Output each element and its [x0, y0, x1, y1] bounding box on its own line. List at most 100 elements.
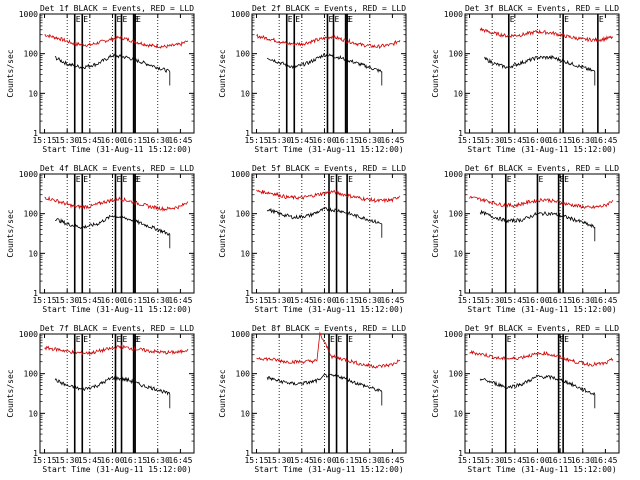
- y-tick-label: 1: [33, 129, 38, 138]
- marker-label: E: [83, 15, 88, 24]
- x-tick-label: 15:15: [32, 296, 56, 305]
- x-tick-label: 15:30: [267, 136, 291, 145]
- x-tick-label: 16:30: [571, 136, 595, 145]
- plot-frame: [39, 173, 195, 294]
- y-tick-label: 10: [453, 89, 463, 98]
- x-tick-label: 15:45: [78, 136, 102, 145]
- marker-label: E: [136, 175, 141, 184]
- marker-label: E: [507, 335, 512, 344]
- x-tick-label: 15:45: [503, 456, 527, 465]
- marker-label: E: [507, 175, 512, 184]
- y-tick-label: 10: [28, 249, 38, 258]
- x-tick-label: 16:30: [146, 296, 170, 305]
- x-tick-label: 15:15: [244, 456, 268, 465]
- x-tick-label: 15:30: [480, 456, 504, 465]
- y-tick-label: 1: [245, 129, 250, 138]
- x-tick-label: 16:30: [571, 296, 595, 305]
- panel-title: Det 3f BLACK = Events, RED = LLD: [465, 4, 619, 13]
- marker-label: E: [123, 15, 128, 24]
- x-tick-label: 16:15: [123, 456, 147, 465]
- x-tick-label: 15:45: [78, 296, 102, 305]
- y-tick-label: 100: [24, 370, 39, 379]
- marker-label: E: [564, 175, 569, 184]
- x-tick-label: 16:15: [335, 456, 359, 465]
- y-tick-label: 1: [33, 449, 38, 458]
- x-tick-label: 16:45: [168, 296, 192, 305]
- x-tick-label: 15:45: [78, 456, 102, 465]
- x-tick-label: 15:30: [55, 136, 79, 145]
- y-tick-label: 1: [245, 449, 250, 458]
- marker-label: E: [348, 335, 353, 344]
- x-tick-label: 15:15: [457, 296, 481, 305]
- marker-label: E: [135, 335, 140, 344]
- y-tick-label: 100: [236, 50, 251, 59]
- lld-series-line: [479, 27, 614, 43]
- x-tick-label: 16:45: [380, 296, 404, 305]
- x-axis-label: Start Time (31-Aug-11 15:12:00): [467, 305, 616, 314]
- panel-title: Det 1f BLACK = Events, RED = LLD: [40, 4, 194, 13]
- plot-frame: [39, 333, 195, 454]
- x-tick-label: 16:00: [100, 296, 124, 305]
- marker-label: E: [599, 15, 604, 24]
- x-tick-label: 16:00: [525, 296, 549, 305]
- y-tick-label: 1000: [19, 170, 38, 179]
- marker-label: E: [330, 335, 335, 344]
- y-tick-label: 1000: [231, 330, 250, 339]
- marker-label: E: [348, 175, 353, 184]
- x-axis-label: Start Time (31-Aug-11 15:12:00): [42, 145, 191, 154]
- lld-series-line: [256, 331, 401, 369]
- x-axis-label: Start Time (31-Aug-11 15:12:00): [467, 465, 616, 474]
- x-tick-label: 15:15: [244, 136, 268, 145]
- y-axis-label: Counts/sec: [6, 369, 15, 417]
- x-tick-label: 16:15: [335, 296, 359, 305]
- x-tick-label: 16:00: [100, 456, 124, 465]
- x-axis-label: Start Time (31-Aug-11 15:12:00): [254, 465, 403, 474]
- marker-label: E: [338, 175, 343, 184]
- x-tick-label: 16:45: [380, 136, 404, 145]
- y-tick-label: 1000: [231, 170, 250, 179]
- marker-label: E: [328, 15, 333, 24]
- x-tick-label: 16:45: [168, 136, 192, 145]
- x-tick-label: 16:45: [168, 456, 192, 465]
- events-series-line: [55, 214, 171, 249]
- y-tick-label: 10: [28, 409, 38, 418]
- x-tick-label: 15:30: [267, 456, 291, 465]
- events-series-line: [479, 374, 596, 409]
- y-axis-label: Counts/sec: [6, 209, 15, 257]
- panel-det-3: Det 3f BLACK = Events, RED = LLD E E E 1 10 10…: [431, 4, 620, 154]
- marker-label: E: [136, 335, 141, 344]
- plot-frame: [464, 13, 620, 134]
- y-tick-label: 1: [458, 289, 463, 298]
- events-series-line: [484, 54, 596, 86]
- x-tick-label: 16:00: [312, 296, 336, 305]
- marker-label: E: [116, 335, 121, 344]
- lld-series-line: [44, 33, 189, 49]
- lld-series-line: [469, 195, 614, 210]
- x-tick-label: 15:30: [267, 296, 291, 305]
- panel-title: Det 7f BLACK = Events, RED = LLD: [40, 324, 194, 333]
- y-tick-label: 10: [453, 409, 463, 418]
- y-tick-label: 1: [33, 289, 38, 298]
- marker-label: E: [76, 175, 81, 184]
- y-tick-label: 1000: [19, 10, 38, 19]
- x-tick-label: 16:30: [358, 296, 382, 305]
- y-tick-label: 10: [240, 249, 250, 258]
- panel-title: Det 8f BLACK = Events, RED = LLD: [252, 324, 406, 333]
- marker-label: E: [83, 335, 88, 344]
- lld-series-line: [256, 189, 401, 204]
- x-tick-label: 16:00: [525, 456, 549, 465]
- y-tick-label: 100: [449, 50, 464, 59]
- marker-label: E: [136, 15, 141, 24]
- x-axis-label: Start Time (31-Aug-11 15:12:00): [254, 305, 403, 314]
- x-axis-label: Start Time (31-Aug-11 15:12:00): [467, 145, 616, 154]
- x-tick-label: 15:15: [457, 136, 481, 145]
- x-tick-label: 16:30: [146, 456, 170, 465]
- panel-title: Det 4f BLACK = Events, RED = LLD: [40, 164, 194, 173]
- marker-label: E: [83, 175, 88, 184]
- y-axis-label: Counts/sec: [431, 49, 440, 97]
- x-tick-label: 15:15: [32, 456, 56, 465]
- x-tick-label: 16:15: [548, 296, 572, 305]
- x-tick-label: 16:45: [380, 456, 404, 465]
